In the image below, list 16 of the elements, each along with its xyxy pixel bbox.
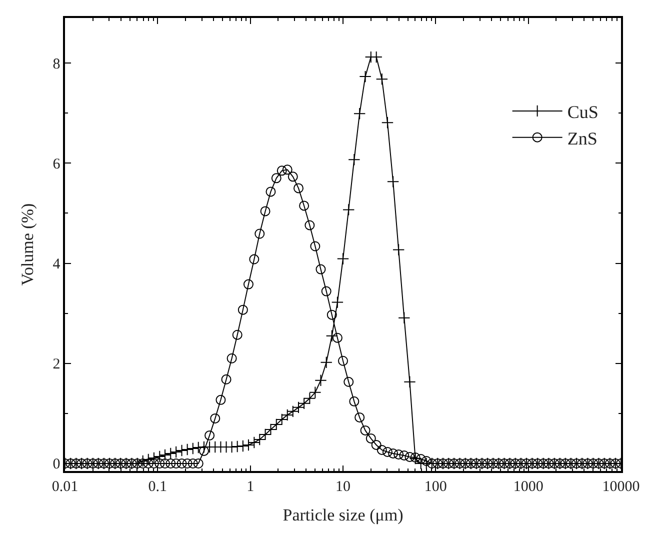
x-tick-label: 10 bbox=[336, 478, 350, 495]
x-tick-label: 0.1 bbox=[148, 478, 168, 495]
y-tick-label: 0 bbox=[52, 456, 60, 473]
y-tick-label: 6 bbox=[52, 156, 61, 172]
x-tick-label: 0.01 bbox=[52, 478, 78, 495]
x-tick-label: 1000 bbox=[513, 478, 544, 495]
y-tick-label: 4 bbox=[52, 256, 61, 273]
x-tick-label: 10000 bbox=[602, 478, 640, 495]
x-tick-label: 100 bbox=[424, 478, 447, 495]
y-tick-label: 8 bbox=[52, 56, 60, 72]
y-axis-title: Volume (%) bbox=[18, 203, 37, 286]
x-tick-label: 1 bbox=[246, 478, 254, 495]
legend-label: CuS bbox=[567, 102, 598, 122]
x-axis-title: Particle size (μm) bbox=[282, 506, 404, 525]
legend-label: ZnS bbox=[567, 128, 598, 148]
y-tick-label: 2 bbox=[52, 356, 60, 373]
